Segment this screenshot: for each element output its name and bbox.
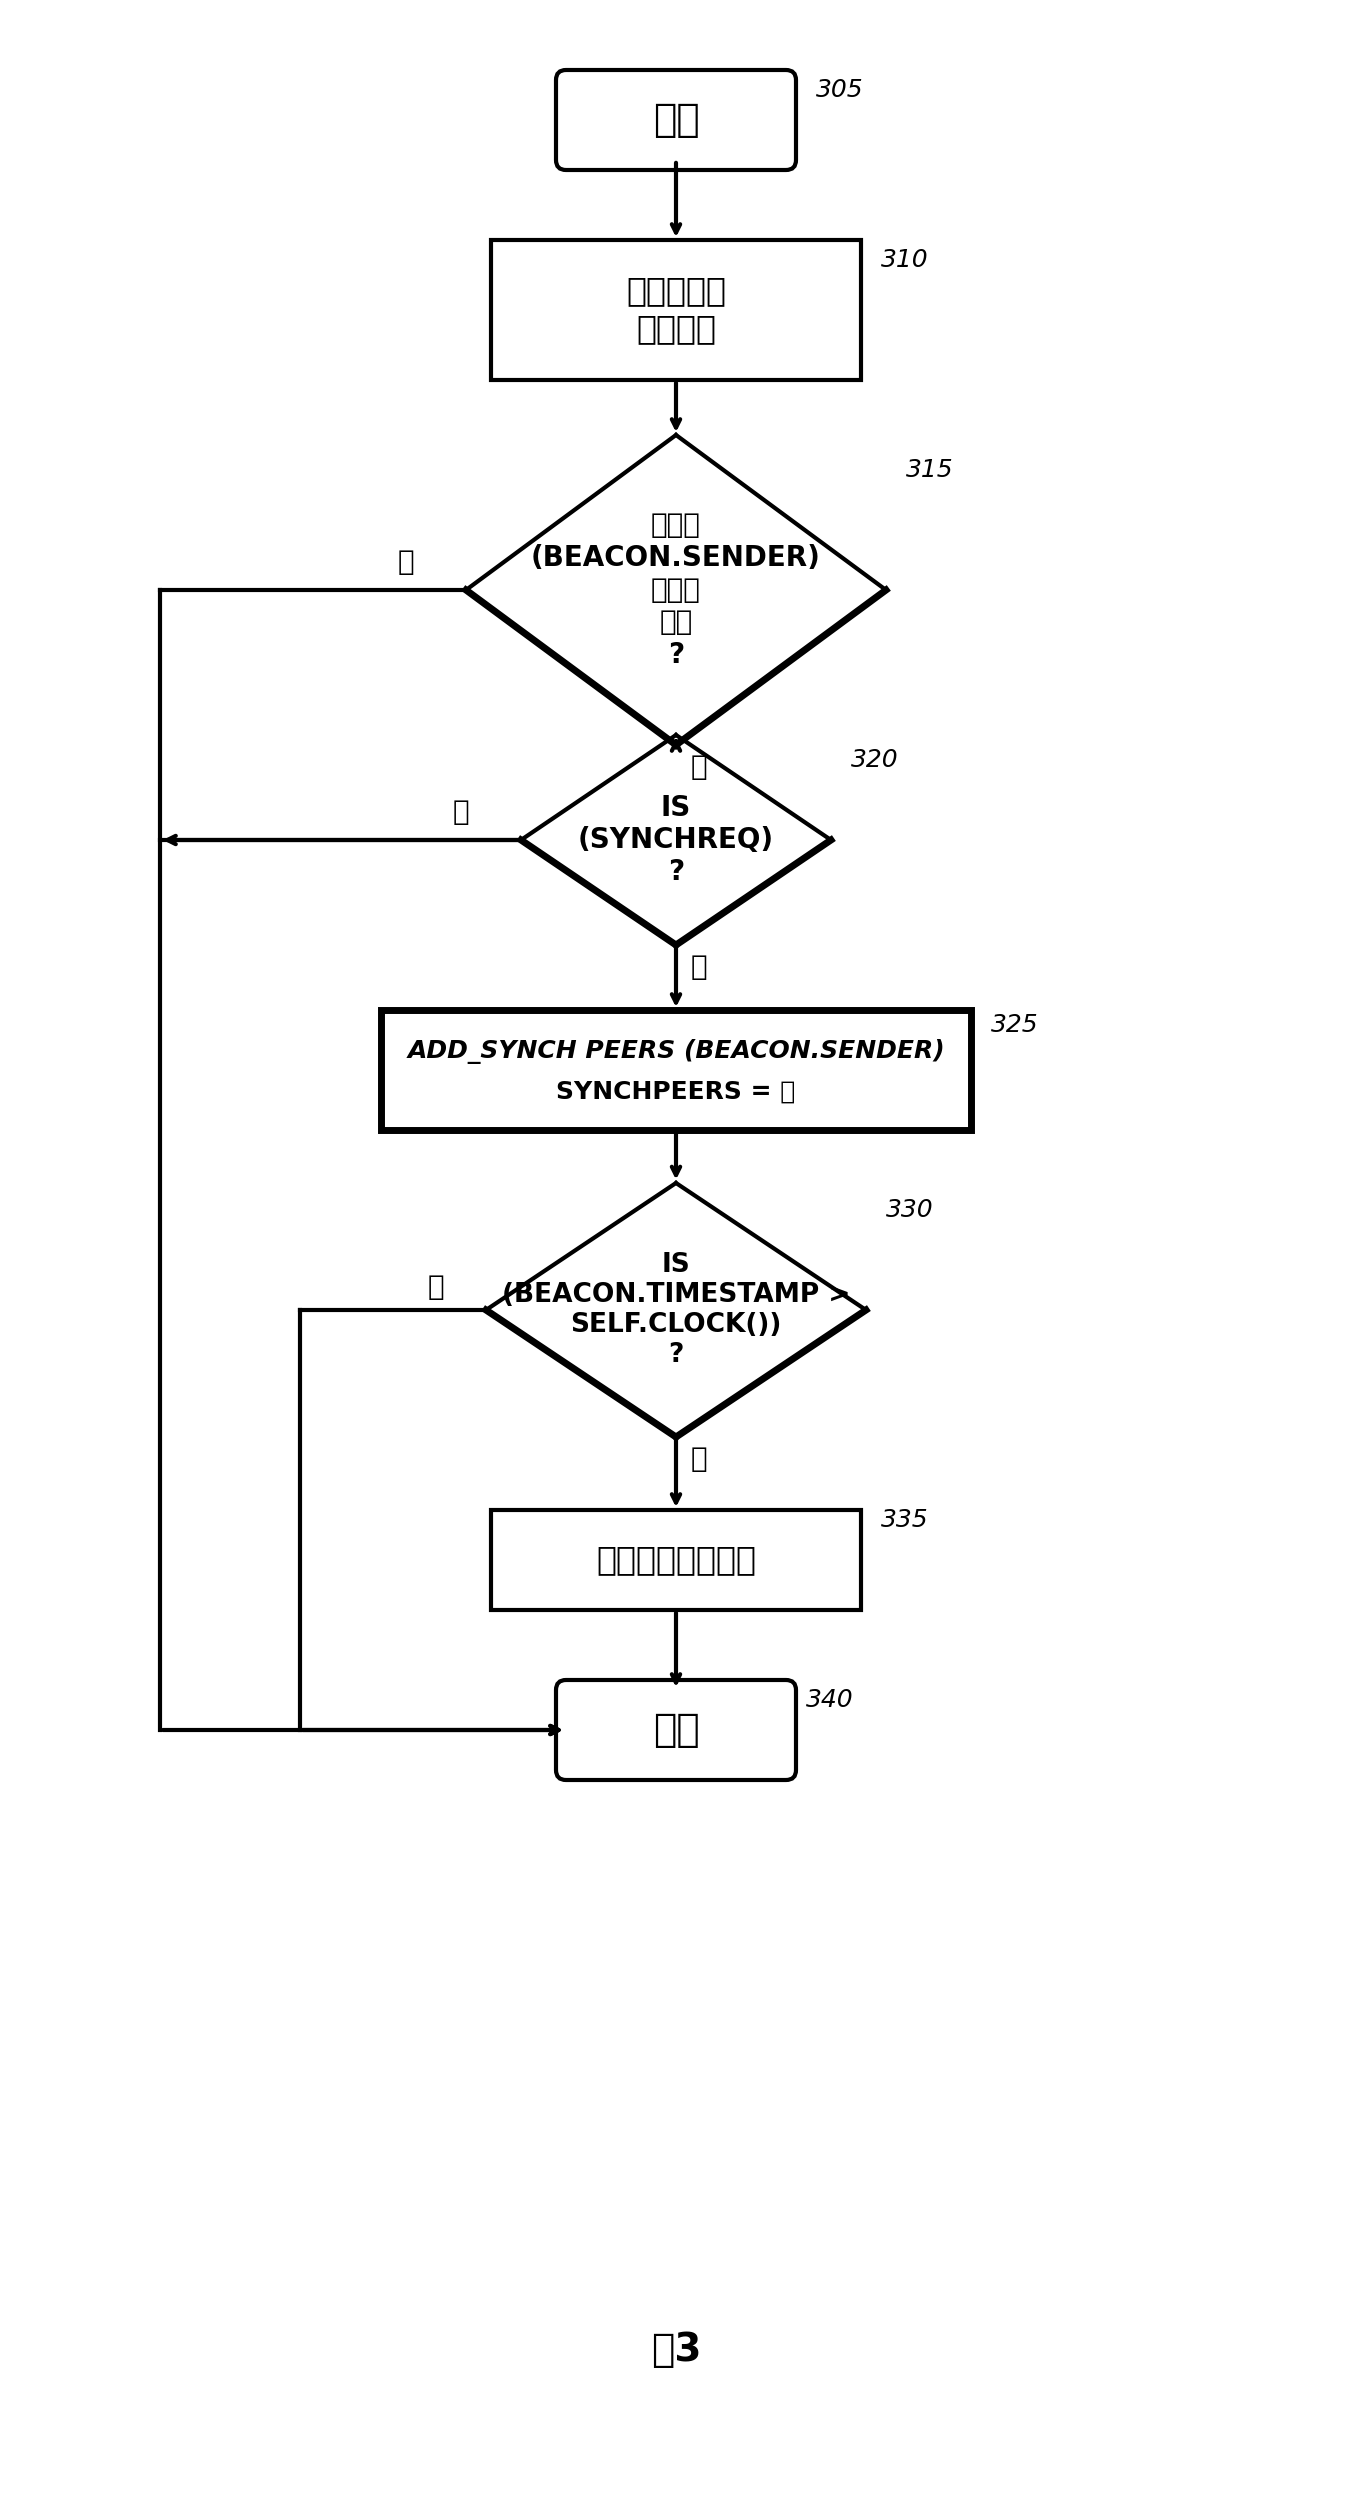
Text: 采用信标定时参数: 采用信标定时参数 [596,1544,756,1577]
FancyBboxPatch shape [556,1679,796,1779]
Polygon shape [521,736,831,946]
Text: 结束: 结束 [653,1712,699,1749]
Text: 图3: 图3 [650,2330,702,2368]
Text: 340: 340 [806,1689,853,1712]
Bar [491,1509,861,1609]
FancyBboxPatch shape [556,70,796,170]
Text: 是: 是 [691,1445,707,1475]
Text: 305: 305 [817,77,864,102]
Text: 310: 310 [882,247,929,272]
Text: 开始: 开始 [653,100,699,140]
Text: 否: 否 [427,1272,445,1300]
Text: 是: 是 [691,953,707,981]
Bar [491,240,861,379]
Text: IS
(BEACON.TIMESTAMP >
SELF.CLOCK())
?: IS (BEACON.TIMESTAMP > SELF.CLOCK()) ? [502,1252,850,1367]
Text: IS
(SYNCHREQ)
?: IS (SYNCHREQ) ? [577,793,775,886]
Text: 335: 335 [882,1507,929,1532]
Polygon shape [485,1183,867,1437]
Text: 否: 否 [453,798,469,826]
Bar [381,1010,971,1130]
Text: ADD_SYNCH PEERS (BEACON.SENDER): ADD_SYNCH PEERS (BEACON.SENDER) [407,1040,945,1065]
Text: SYNCHPEERS = 真: SYNCHPEERS = 真 [557,1080,795,1103]
Text: 接收信标或
探测响应: 接收信标或 探测响应 [626,274,726,347]
Text: 是否同
(BEACON.SENDER)
相关联
可选
?: 是否同 (BEACON.SENDER) 相关联 可选 ? [531,511,821,669]
Text: 否: 否 [397,549,414,576]
Text: 是: 是 [691,753,707,781]
Text: 315: 315 [906,459,953,482]
Text: 330: 330 [886,1198,934,1223]
Text: 325: 325 [991,1013,1038,1038]
Polygon shape [466,434,886,746]
Text: 320: 320 [850,748,899,771]
